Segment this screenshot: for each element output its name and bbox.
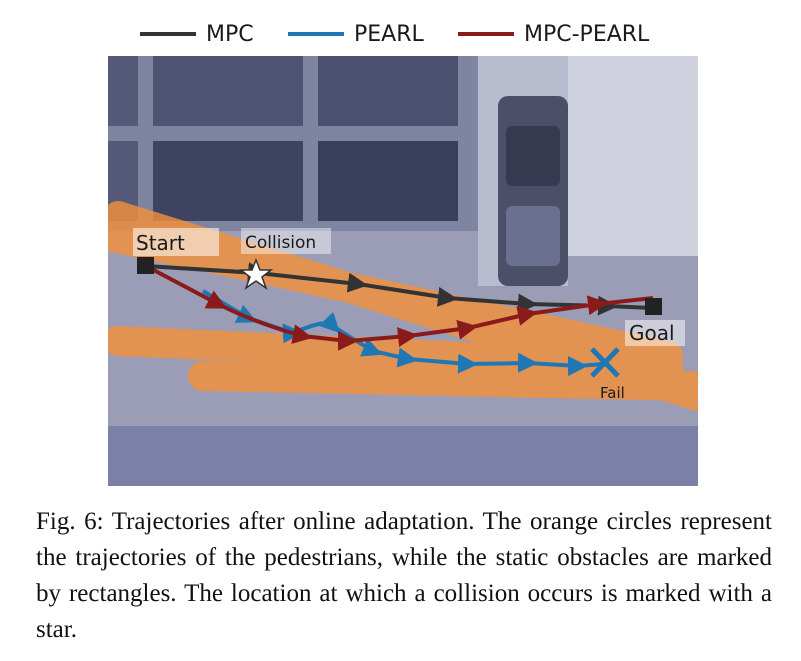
legend-line-mpc-pearl xyxy=(458,32,514,36)
street-edge xyxy=(108,426,698,486)
legend-item-mpc: MPC xyxy=(140,18,254,50)
start-marker xyxy=(137,257,154,274)
pedestrian-trail xyxy=(188,361,698,401)
legend: MPC PEARL MPC-PEARL xyxy=(140,18,680,50)
collision-label: Collision xyxy=(245,233,316,253)
goal-marker xyxy=(645,298,662,315)
fail-x-icon xyxy=(590,347,620,378)
goal-label: Goal xyxy=(629,321,675,345)
legend-item-mpc-pearl: MPC-PEARL xyxy=(458,18,649,50)
legend-label-mpc-pearl: MPC-PEARL xyxy=(524,21,650,47)
fail-label: Fail xyxy=(600,384,625,402)
road-strip xyxy=(568,56,698,256)
legend-label-pearl: PEARL xyxy=(354,21,424,47)
start-label: Start xyxy=(136,231,185,255)
legend-item-pearl: PEARL xyxy=(288,18,424,50)
figure-caption: Fig. 6: Trajectories after online adapta… xyxy=(36,508,772,643)
legend-label-mpc: MPC xyxy=(206,21,254,47)
legend-line-pearl xyxy=(288,32,344,36)
collision-star-icon xyxy=(238,257,274,290)
mpc-pearl-trajectory xyxy=(145,264,654,351)
legend-line-mpc xyxy=(140,32,196,36)
scene-image: Start Collision Goal Fail xyxy=(108,56,698,486)
building-windows xyxy=(108,56,458,221)
